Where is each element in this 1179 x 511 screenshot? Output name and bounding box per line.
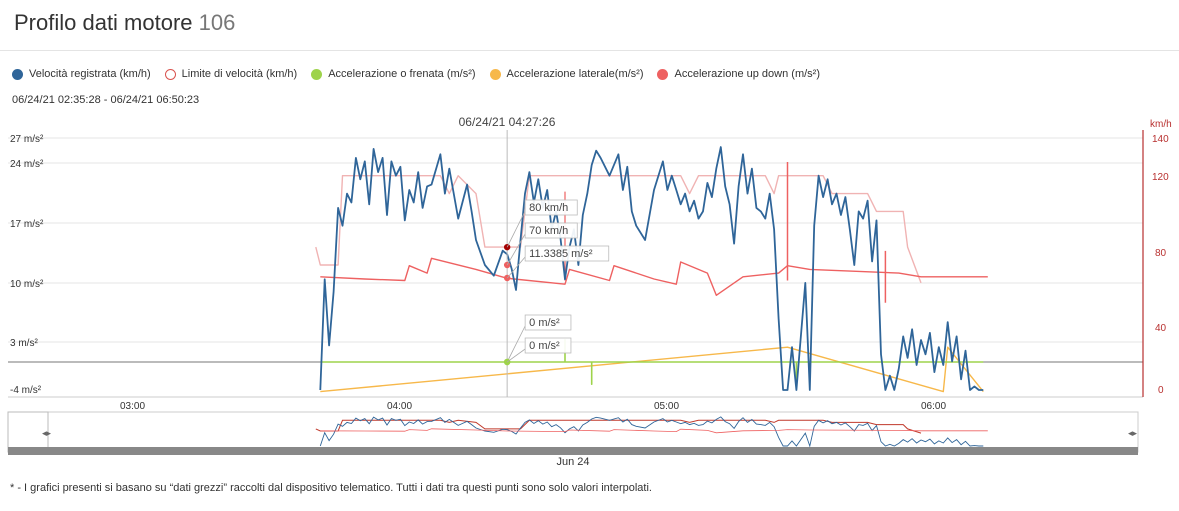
tooltip-leader-3 (506, 325, 526, 363)
nav-updown-line (320, 428, 988, 434)
x-tick-0600: 06:00 (921, 401, 946, 412)
crosshair-time-label: 06/24/21 04:27:26 (459, 115, 556, 129)
navigator-date-label: Jun 24 (556, 456, 589, 468)
date-range: 06/24/21 02:35:28 - 06/24/21 06:50:23 (12, 94, 200, 106)
x-tick-0300: 03:00 (120, 401, 145, 412)
right-tick-80: 80 (1155, 248, 1167, 259)
left-tick-neg4: -4 m/s² (10, 385, 42, 396)
series-speed (319, 146, 984, 391)
left-tick-27: 27 m/s² (10, 134, 44, 145)
speed-limit-line (315, 175, 922, 284)
x-tick-0400: 04:00 (387, 401, 412, 412)
left-tick-10: 10 m/s² (10, 279, 44, 290)
legend-item-accel-brake[interactable]: Accelerazione o frenata (m/s²) (311, 68, 476, 80)
accel-brake-line (320, 339, 984, 385)
series-updown-accel (320, 162, 988, 303)
left-tick-3: 3 m/s² (10, 338, 38, 349)
tooltip-label-2: 11.3385 m/s² (529, 248, 593, 260)
legend-marker-speed-limit (164, 68, 176, 80)
tooltip-label-4: 0 m/s² (529, 340, 560, 352)
engine-profile-chart[interactable]: 27 m/s² 24 m/s² 17 m/s² 10 m/s² 3 m/s² -… (0, 0, 1179, 480)
nav-speed-limit-line (315, 419, 922, 434)
left-axis-ticks: 27 m/s² 24 m/s² 17 m/s² 10 m/s² 3 m/s² -… (10, 134, 44, 396)
left-tick-24: 24 m/s² (10, 159, 44, 170)
navigator-series (315, 416, 988, 448)
left-tick-17: 17 m/s² (10, 219, 44, 230)
crosshair-marker-1 (503, 261, 511, 269)
tooltip-box-1 (524, 222, 578, 239)
tooltip-leader-2 (506, 256, 526, 279)
page-title-number: 106 (198, 10, 236, 35)
crosshair: 06/24/21 04:27:26 80 km/h 70 km/h 11.3385 … (459, 115, 610, 397)
legend-marker-lateral (489, 68, 501, 80)
legend-label-speed: Velocità registrata (km/h) (29, 68, 151, 80)
right-tick-140: 140 (1152, 134, 1169, 145)
chart-legend: Velocità registrata (km/h) Limite di vel… (12, 68, 834, 80)
tooltip-box-4 (524, 337, 572, 354)
legend-item-speed[interactable]: Velocità registrata (km/h) (12, 68, 151, 80)
tooltip-label-3: 0 m/s² (529, 317, 560, 329)
series-lateral-accel (320, 346, 984, 393)
x-tick-0500: 05:00 (654, 401, 679, 412)
crosshair-marker-4 (503, 358, 511, 366)
series-speed-limit (315, 175, 922, 284)
navigator-scrollbar[interactable] (8, 447, 1138, 455)
right-tick-0: 0 (1158, 385, 1164, 396)
x-axis-ticks: 03:00 04:00 05:00 06:00 (120, 401, 946, 412)
updown-line (320, 257, 988, 296)
legend-item-speed-limit[interactable]: Limite di velocità (km/h) (164, 68, 298, 80)
legend-label-lateral: Accelerazione laterale(m/s²) (506, 68, 644, 80)
legend-label-updown: Accelerazione up down (m/s²) (674, 68, 820, 80)
legend-marker-updown (657, 68, 669, 80)
range-navigator[interactable]: ◂▸ ◂▸ Jun 24 (7, 411, 1139, 468)
tooltip-box-2 (524, 245, 610, 262)
right-axis-ticks: km/h 140 120 80 40 0 (1150, 119, 1172, 396)
page-title: Profilo dati motore 106 (14, 10, 235, 36)
tooltip-box-3 (524, 314, 572, 331)
right-tick-120: 120 (1152, 172, 1169, 183)
tooltip-label-0: 80 km/h (529, 202, 568, 214)
crosshair-tooltips: 80 km/h 70 km/h 11.3385 m/s² 0 m/s² 0 m/s² (503, 199, 610, 366)
crosshair-marker-0 (503, 243, 511, 251)
navigator-handle-left-icon[interactable]: ◂▸ (42, 428, 52, 438)
legend-item-updown[interactable]: Accelerazione up down (m/s²) (657, 68, 820, 80)
legend-label-accel-brake: Accelerazione o frenata (m/s²) (328, 68, 476, 80)
right-axis-unit: km/h (1150, 119, 1172, 130)
tooltip-leader-4 (506, 348, 526, 363)
tooltip-leader-0 (506, 210, 526, 248)
tooltip-leader-1 (506, 233, 526, 266)
legend-item-lateral[interactable]: Accelerazione laterale(m/s²) (489, 68, 644, 80)
legend-marker-speed (12, 68, 23, 80)
nav-speed-line (319, 416, 984, 448)
lateral-line (320, 346, 984, 393)
tooltip-box-0 (524, 199, 578, 216)
tooltip-label-1: 70 km/h (529, 225, 568, 237)
navigator-handle-right-icon[interactable]: ◂▸ (1128, 428, 1138, 438)
speed-line (319, 146, 984, 391)
legend-label-speed-limit: Limite di velocità (km/h) (181, 68, 298, 80)
right-tick-40: 40 (1155, 323, 1167, 334)
legend-marker-accel-brake (311, 68, 323, 80)
header-divider (0, 50, 1179, 51)
navigator-frame (7, 411, 1139, 453)
footnote: * - I grafici presenti si basano su “dat… (10, 482, 652, 494)
series-accel-brake (320, 339, 984, 385)
page-title-text: Profilo dati motore (14, 10, 193, 35)
